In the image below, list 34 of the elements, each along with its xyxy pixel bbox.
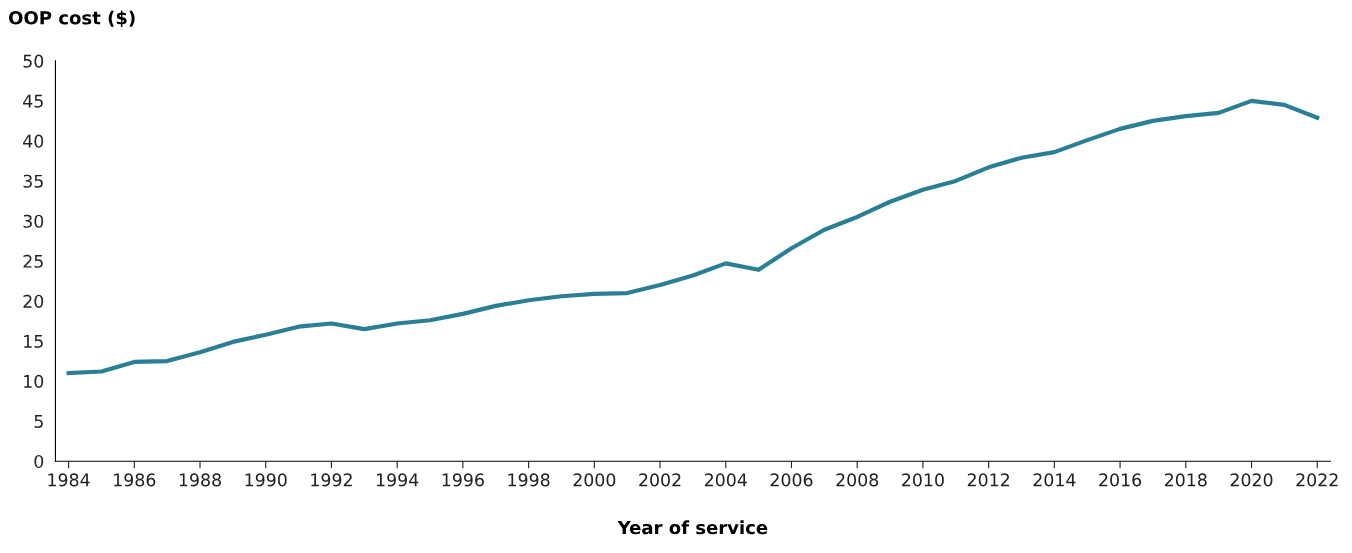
x-tick-label: 2022 xyxy=(1296,473,1338,487)
x-tick-label: 2012 xyxy=(967,473,1009,487)
x-tick-label: 2016 xyxy=(1099,473,1142,487)
y-axis-title: OOP cost ($) xyxy=(9,10,135,27)
x-tick-label: 1988 xyxy=(179,473,221,487)
y-tick-label: 25 xyxy=(23,254,43,268)
x-axis-title: Year of service xyxy=(617,520,768,535)
y-tick-label: 0 xyxy=(34,454,44,469)
x-tick-label: 2000 xyxy=(573,473,616,487)
x-tick-label: 2020 xyxy=(1230,473,1273,487)
x-tick-label: 1990 xyxy=(245,473,287,487)
y-tick-label: 15 xyxy=(24,335,43,348)
x-tick-label: 1992 xyxy=(311,473,352,487)
x-tick-label: 2004 xyxy=(704,473,747,487)
y-tick-label: 40 xyxy=(23,134,44,148)
x-tick-label: 1998 xyxy=(508,473,550,487)
x-tick-label: 1996 xyxy=(442,473,484,487)
y-tick-label: 50 xyxy=(23,54,44,68)
x-tick-label: 2014 xyxy=(1033,473,1076,487)
x-tick-label: 2006 xyxy=(770,473,813,487)
y-tick-label: 20 xyxy=(23,294,44,308)
y-tick-label: 10 xyxy=(24,374,44,388)
x-tick-label: 1986 xyxy=(114,473,156,487)
x-tick-label: 2002 xyxy=(639,473,681,487)
y-tick-label: 5 xyxy=(34,415,43,429)
y-tick-label: 45 xyxy=(23,94,43,108)
y-tick-label: 35 xyxy=(23,174,43,188)
x-tick-label: 2018 xyxy=(1164,473,1207,487)
y-tick-label: 30 xyxy=(23,214,44,228)
x-tick-label: 2008 xyxy=(836,473,879,487)
x-tick-label: 1994 xyxy=(376,473,419,487)
line-series xyxy=(66,98,1320,376)
x-tick-label: 2010 xyxy=(902,473,944,487)
x-tick-label: 1984 xyxy=(48,473,90,487)
